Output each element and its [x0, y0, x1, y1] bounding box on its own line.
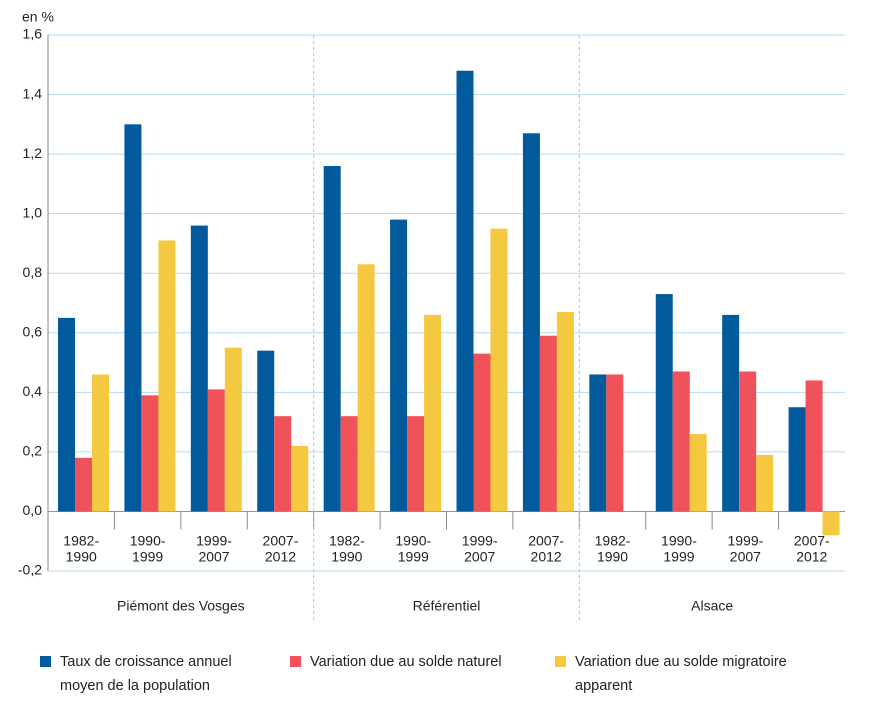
bar — [805, 380, 823, 512]
x-tick-label: 1999 — [132, 549, 163, 565]
y-tick-label: 0,6 — [23, 323, 43, 339]
y-tick-label: 0,4 — [23, 383, 43, 399]
bar — [424, 314, 442, 512]
bar — [75, 457, 92, 512]
bar — [722, 314, 740, 512]
bar — [822, 511, 840, 536]
x-tick-label: 1999 — [663, 549, 694, 565]
bar — [207, 389, 225, 512]
y-tick-label: 1,4 — [23, 85, 43, 101]
x-tick-label: 1990 — [331, 549, 362, 565]
group-label: Référentiel — [413, 598, 481, 614]
bar — [589, 374, 607, 512]
x-tick-label: 1990- — [661, 533, 697, 549]
x-tick-label: 2007 — [730, 549, 761, 565]
x-tick-label: 1999- — [196, 533, 232, 549]
x-tick-label: 2007- — [794, 533, 830, 549]
bar — [689, 434, 707, 512]
x-tick-label: 1990 — [597, 549, 628, 565]
x-tick-label: 2007- — [263, 533, 299, 549]
bar — [606, 374, 624, 512]
bar — [190, 225, 208, 512]
x-tick-label: 1982- — [329, 533, 365, 549]
x-tick-label: 2012 — [531, 549, 562, 565]
bar — [58, 317, 75, 512]
x-tick-label: 2012 — [265, 549, 296, 565]
group-label: Alsace — [691, 598, 733, 614]
x-tick-label: 2007 — [464, 549, 495, 565]
bar — [739, 371, 757, 512]
group-label: Piémont des Vosges — [117, 598, 245, 614]
x-tick-label: 1990 — [66, 549, 97, 565]
bar — [672, 371, 690, 512]
x-tick-label: 1999 — [398, 549, 429, 565]
bar — [490, 228, 508, 512]
bar — [756, 454, 774, 512]
bar — [456, 70, 474, 512]
y-tick-label: 1,6 — [23, 26, 43, 42]
y-axis-label: en % — [22, 9, 54, 25]
legend-swatch — [290, 656, 301, 667]
y-tick-label: -0,2 — [18, 562, 42, 578]
bar — [158, 240, 176, 512]
legend-swatch — [555, 656, 566, 667]
x-tick-label: 2007- — [528, 533, 564, 549]
bar — [141, 395, 159, 512]
bar — [224, 347, 242, 512]
bar — [407, 416, 425, 512]
x-tick-label: 1990- — [130, 533, 166, 549]
y-tick-label: 0,2 — [23, 443, 43, 459]
bar — [274, 416, 292, 512]
bar — [92, 374, 109, 512]
bar — [522, 133, 540, 512]
x-tick-label: 1999- — [727, 533, 763, 549]
legend-swatch — [40, 656, 51, 667]
bar — [124, 124, 142, 512]
x-tick-label: 2012 — [796, 549, 827, 565]
y-tick-label: 0,8 — [23, 264, 43, 280]
bar — [357, 264, 375, 512]
legend-label: Variation due au solde naturel — [310, 654, 502, 670]
y-tick-label: 0,0 — [23, 502, 43, 518]
x-tick-label: 2007 — [198, 549, 229, 565]
y-tick-label: 1,2 — [23, 145, 43, 161]
y-tick-label: 1,0 — [23, 204, 43, 220]
bar — [390, 219, 408, 512]
legend-label: Variation due au solde migratoire appare… — [575, 654, 787, 694]
bar — [473, 353, 491, 512]
bar — [323, 166, 341, 512]
bar — [788, 407, 806, 512]
x-tick-label: 1999- — [462, 533, 498, 549]
bar — [556, 311, 574, 512]
bar — [257, 350, 275, 512]
bar — [539, 335, 557, 512]
bar — [340, 416, 358, 512]
x-tick-label: 1990- — [395, 533, 431, 549]
legend-label: Taux de croissance annuel moyen de la po… — [60, 654, 232, 694]
x-tick-label: 1982- — [63, 533, 99, 549]
x-tick-label: 1982- — [595, 533, 631, 549]
bar — [655, 294, 673, 512]
bar — [291, 445, 309, 512]
